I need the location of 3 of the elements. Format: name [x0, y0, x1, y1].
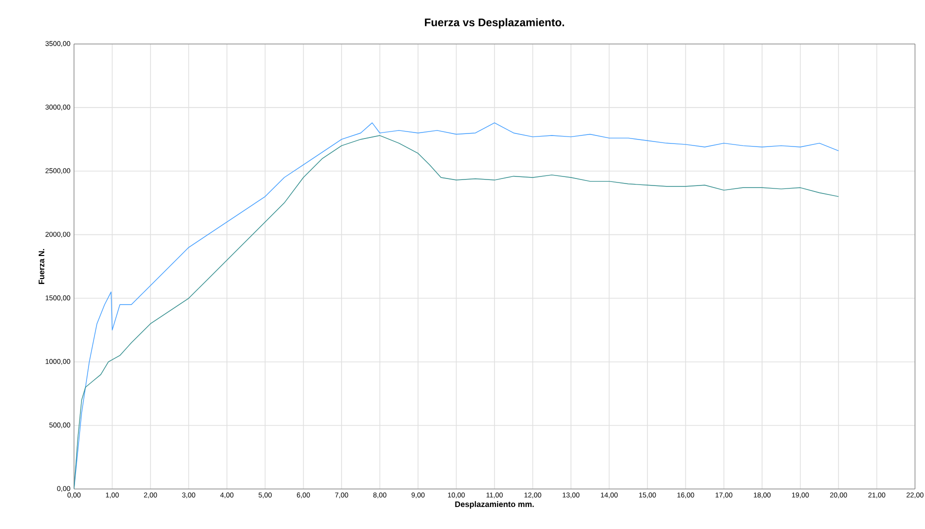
chart-title: Fuerza vs Desplazamiento. — [424, 18, 564, 28]
x-axis-title: Desplazamiento mm. — [455, 501, 534, 509]
y-axis-title: Fuerza N. — [38, 249, 44, 284]
